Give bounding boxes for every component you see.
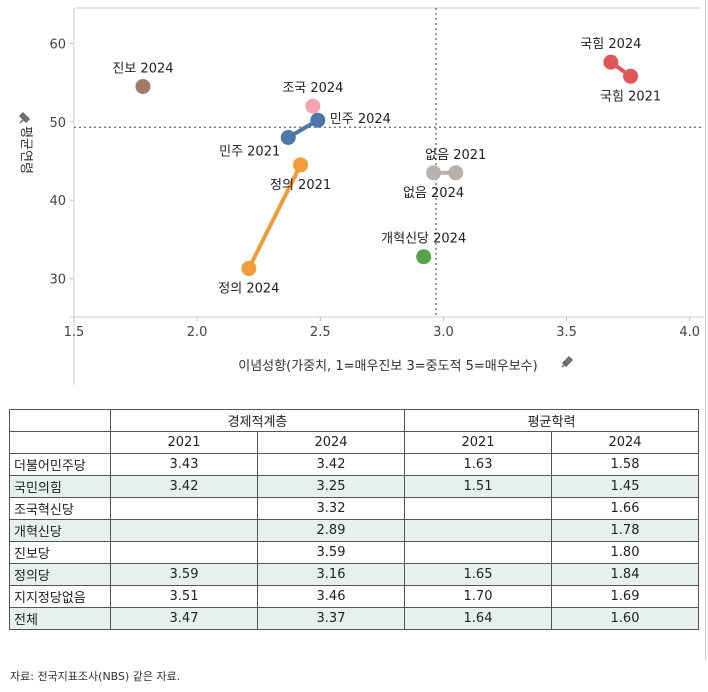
value-cell: 1.64 (404, 607, 552, 630)
x-tick-label: 4.0 (679, 325, 700, 340)
value-cell (110, 519, 258, 542)
table-row: 진보당 3.59 1.80 (9, 541, 699, 564)
x-tick-label: 3.0 (433, 325, 454, 340)
x-tick-label: 1.5 (64, 325, 85, 340)
data-label: 민주 2024 (330, 112, 391, 127)
value-cell: 1.80 (551, 541, 699, 564)
value-cell (404, 541, 552, 564)
data-point (416, 249, 432, 265)
y-tick-label: 40 (49, 194, 66, 209)
table-year-header-row: 2021 2024 2021 2024 (9, 431, 699, 454)
data-label: 정의 2024 (218, 281, 279, 296)
series-connector-line (246, 162, 303, 271)
value-cell: 3.59 (257, 541, 405, 564)
data-point (135, 78, 151, 94)
table-row: 전체 3.47 3.37 1.64 1.60 (9, 607, 699, 630)
value-cell: 1.58 (551, 453, 699, 476)
party-name-cell: 조국혁신당 (9, 497, 111, 520)
group-header-economic: 경제적계층 (110, 409, 405, 432)
table-row: 더불어민주당 3.43 3.42 1.63 1.58 (9, 453, 699, 476)
table-row: 지지정당없음 3.51 3.46 1.70 1.69 (9, 585, 699, 608)
x-axis-label: 이념성향(가중치, 1=매우진보 3=중도적 5=매우보수) (238, 359, 537, 374)
value-cell: 1.78 (551, 519, 699, 542)
value-cell: 3.32 (257, 497, 405, 520)
pin-icon (561, 356, 573, 368)
value-cell: 3.42 (110, 475, 258, 498)
data-point (310, 112, 326, 128)
value-cell: 3.37 (257, 607, 405, 630)
table-corner-cell (9, 409, 111, 432)
y-tick-label: 30 (49, 273, 66, 288)
value-cell: 3.47 (110, 607, 258, 630)
group-header-education: 평균학력 (404, 409, 699, 432)
y-tick-label: 60 (49, 37, 66, 52)
data-label: 개혁신당 2024 (381, 232, 466, 247)
year-header: 2024 (551, 431, 699, 454)
source-note: 자료: 전국지표조사(NBS) 같은 자료. (10, 670, 181, 683)
party-name-cell: 진보당 (9, 541, 111, 564)
data-point (448, 165, 464, 181)
value-cell (110, 497, 258, 520)
table-corner-cell (9, 431, 111, 454)
party-name-cell: 개혁신당 (9, 519, 111, 542)
year-header: 2024 (257, 431, 405, 454)
right-edge-divider (705, 0, 706, 660)
data-point (426, 165, 442, 181)
data-label: 국힘 2024 (580, 37, 641, 52)
year-header: 2021 (110, 431, 258, 454)
value-cell: 1.65 (404, 563, 552, 586)
data-label: 조국 2024 (282, 81, 343, 96)
value-cell: 1.84 (551, 563, 699, 586)
value-cell: 3.43 (110, 453, 258, 476)
value-cell: 3.25 (257, 475, 405, 498)
data-point (305, 98, 321, 114)
stats-table: 경제적계층 평균학력 2021 2024 2021 2024 더불어민주당 3.4… (9, 409, 699, 630)
scatter-chart: 30 40 50 60 1.5 2.0 2.5 3.0 3.5 4.0 이념성향(가중치, 1=매우… (18, 7, 704, 385)
x-tick-label: 3.5 (556, 325, 577, 340)
data-label: 없음 2024 (403, 186, 464, 201)
value-cell: 2.89 (257, 519, 405, 542)
x-tick-label: 2.0 (187, 325, 208, 340)
party-name-cell: 국민의힘 (9, 475, 111, 498)
value-cell (404, 519, 552, 542)
y-axis-label: 평균연령 (18, 126, 33, 174)
value-cell: 1.63 (404, 453, 552, 476)
party-name-cell: 정의당 (9, 563, 111, 586)
value-cell: 3.42 (257, 453, 405, 476)
table-row: 개혁신당 2.89 1.78 (9, 519, 699, 542)
value-cell: 1.69 (551, 585, 699, 608)
data-point (603, 54, 619, 70)
data-label: 국힘 2021 (600, 89, 661, 104)
value-cell: 3.59 (110, 563, 258, 586)
value-cell: 3.16 (257, 563, 405, 586)
data-label: 민주 2021 (219, 144, 280, 159)
party-name-cell: 더불어민주당 (9, 453, 111, 476)
x-tick-label: 2.5 (310, 325, 331, 340)
table-row: 국민의힘 3.42 3.25 1.51 1.45 (9, 475, 699, 498)
year-header: 2021 (404, 431, 552, 454)
value-cell: 1.60 (551, 607, 699, 630)
data-label: 없음 2021 (425, 148, 486, 163)
value-cell: 1.45 (551, 475, 699, 498)
y-tick-label: 50 (49, 116, 66, 131)
table-row: 정의당 3.59 3.16 1.65 1.84 (9, 563, 699, 586)
party-name-cell: 지지정당없음 (9, 585, 111, 608)
value-cell: 3.46 (257, 585, 405, 608)
value-cell (404, 497, 552, 520)
value-cell: 1.66 (551, 497, 699, 520)
data-point (623, 68, 639, 84)
value-cell: 1.70 (404, 585, 552, 608)
pin-icon (19, 112, 30, 124)
data-label: 진보 2024 (112, 61, 173, 76)
party-name-cell: 전체 (9, 607, 111, 630)
table-row: 조국혁신당 3.32 1.66 (9, 497, 699, 520)
data-point (241, 260, 257, 276)
data-point (280, 129, 296, 145)
table-group-header-row: 경제적계층 평균학력 (9, 409, 699, 432)
value-cell (110, 541, 258, 564)
data-label: 정의 2021 (270, 178, 331, 193)
value-cell: 1.51 (404, 475, 552, 498)
data-point (293, 157, 309, 173)
value-cell: 3.51 (110, 585, 258, 608)
